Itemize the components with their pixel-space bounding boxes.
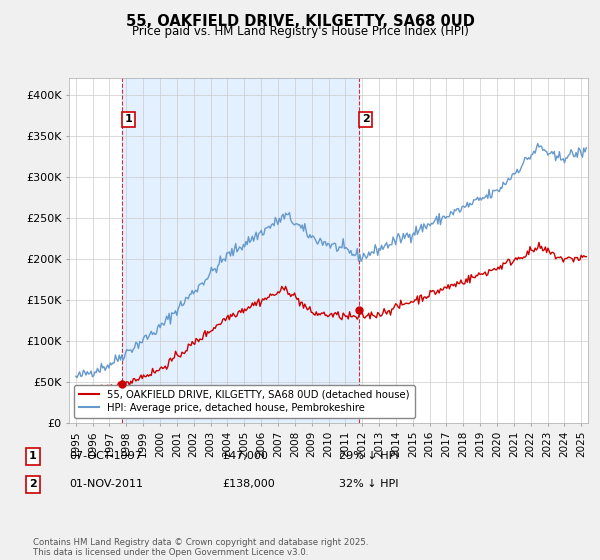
Text: 07-OCT-1997: 07-OCT-1997 <box>69 451 142 461</box>
Text: 01-NOV-2011: 01-NOV-2011 <box>69 479 143 489</box>
Text: Price paid vs. HM Land Registry's House Price Index (HPI): Price paid vs. HM Land Registry's House … <box>131 25 469 38</box>
Legend: 55, OAKFIELD DRIVE, KILGETTY, SA68 0UD (detached house), HPI: Average price, det: 55, OAKFIELD DRIVE, KILGETTY, SA68 0UD (… <box>74 385 415 418</box>
Text: 29% ↓ HPI: 29% ↓ HPI <box>339 451 398 461</box>
Text: 1: 1 <box>29 451 37 461</box>
Text: 1: 1 <box>125 114 133 124</box>
Bar <box>122 78 359 423</box>
Text: Contains HM Land Registry data © Crown copyright and database right 2025.
This d: Contains HM Land Registry data © Crown c… <box>33 538 368 557</box>
Text: 2: 2 <box>362 114 370 124</box>
Text: 2: 2 <box>29 479 37 489</box>
Text: 55, OAKFIELD DRIVE, KILGETTY, SA68 0UD: 55, OAKFIELD DRIVE, KILGETTY, SA68 0UD <box>125 14 475 29</box>
Text: £138,000: £138,000 <box>222 479 275 489</box>
Text: 32% ↓ HPI: 32% ↓ HPI <box>339 479 398 489</box>
Text: £47,000: £47,000 <box>222 451 268 461</box>
